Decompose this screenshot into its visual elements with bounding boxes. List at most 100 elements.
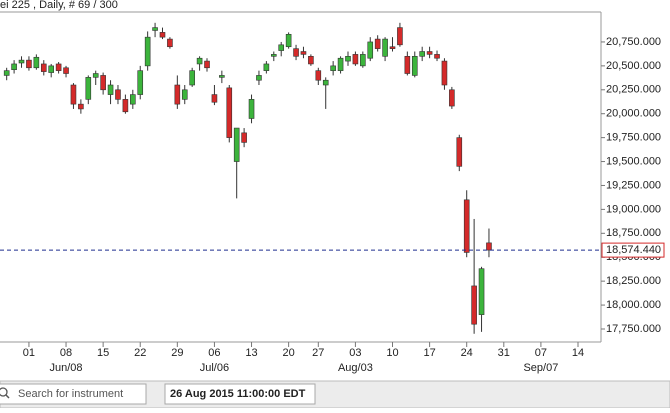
candle-body (211, 94, 218, 103)
month-label: Aug/03 (338, 362, 373, 374)
candle-body (367, 41, 374, 59)
y-tick-label: 20,500.000 (606, 60, 661, 72)
x-tick-label: 15 (97, 347, 109, 359)
x-tick-label: 13 (245, 347, 257, 359)
candle-body (486, 242, 492, 251)
y-tick-label: 19,250.000 (606, 179, 661, 191)
candle-body (263, 63, 270, 71)
y-tick-label: 17,750.000 (606, 323, 661, 335)
candle-body (18, 59, 25, 64)
candle-body (308, 55, 314, 65)
candle-body (322, 79, 329, 86)
candle-body (434, 54, 440, 59)
candle-body (196, 57, 203, 65)
timestamp: 26 Aug 2015 11:00:00 EDT (170, 388, 306, 400)
candle-body (233, 127, 240, 162)
candle-body (278, 44, 285, 51)
x-tick-label: 20 (283, 347, 295, 359)
candle-body (404, 55, 411, 74)
candle-body (115, 89, 121, 100)
x-tick-label: 07 (535, 347, 547, 359)
candle-body (285, 33, 292, 48)
candle-body (419, 51, 425, 57)
search-box[interactable] (0, 383, 147, 405)
x-tick-label: 24 (461, 347, 473, 359)
candle-body (92, 73, 99, 78)
last-price-label: 18,574.440 (606, 244, 661, 256)
candle-body (70, 84, 77, 105)
x-tick-label: 17 (423, 347, 435, 359)
candle-body (478, 268, 485, 315)
candle-body (471, 285, 477, 325)
x-tick-label: 08 (60, 347, 72, 359)
candle-body (152, 27, 158, 31)
y-tick-label: 19,000.000 (606, 203, 661, 215)
candle-body (181, 89, 188, 100)
candle-body (449, 89, 455, 107)
candle-body (11, 63, 17, 70)
y-tick-label: 18,750.000 (606, 227, 661, 239)
candle-body (107, 84, 114, 95)
candle-body (63, 67, 69, 74)
candle-body (426, 51, 433, 55)
candle-body (48, 65, 54, 73)
x-tick-label: 01 (23, 347, 35, 359)
x-tick-label: 29 (171, 347, 183, 359)
candle-body (33, 56, 40, 69)
candle-body (374, 38, 381, 49)
search-icon-handle (5, 394, 10, 399)
candle-body (248, 99, 255, 119)
candle-body (174, 84, 181, 105)
y-tick-label: 18,250.000 (606, 275, 661, 287)
candle-body (241, 132, 247, 143)
x-tick-label: 03 (349, 347, 361, 359)
search-placeholder: Search for instrument (18, 388, 123, 400)
candle-body (130, 94, 136, 105)
candle-body (3, 70, 10, 76)
candle-body (40, 63, 47, 72)
x-tick-label: 06 (208, 347, 220, 359)
x-tick-label: 31 (498, 347, 510, 359)
month-label: Jul/06 (200, 362, 229, 374)
candle-body (26, 59, 32, 69)
candle-body (382, 38, 388, 57)
candle-body (352, 54, 359, 65)
candle-body (315, 70, 322, 81)
last-price-box (601, 242, 665, 258)
candle-body (189, 70, 195, 86)
timestamp-box (164, 383, 316, 405)
x-tick-label: 22 (134, 347, 146, 359)
candle-body (293, 48, 299, 57)
candle-body (100, 75, 106, 91)
x-tick-label: 10 (386, 347, 398, 359)
y-tick-label: 19,500.000 (606, 155, 661, 167)
candle-body (389, 46, 396, 49)
y-tick-label: 20,250.000 (606, 84, 661, 96)
candle-body (226, 87, 233, 138)
footer: Search for instrument 26 Aug 2015 11:00:… (0, 380, 670, 409)
month-label: Jun/08 (50, 362, 83, 374)
candle-body (144, 36, 151, 67)
candle-body (256, 75, 262, 81)
candle-body (85, 77, 92, 100)
x-tick-label: 14 (572, 347, 584, 359)
y-tick-label: 20,000.000 (606, 108, 661, 120)
candle-body (456, 137, 463, 167)
candle-body (122, 99, 129, 113)
y-tick-label: 18,000.000 (606, 299, 661, 311)
candle-body (397, 27, 403, 46)
candle-body (137, 70, 144, 95)
candle-body (270, 54, 277, 57)
candle-body (219, 75, 225, 78)
month-label: Sep/07 (523, 362, 558, 374)
candle-body (345, 55, 351, 62)
candle-body (159, 32, 166, 38)
candle-body (337, 57, 344, 71)
candle-body (330, 65, 336, 71)
candle-body (360, 54, 366, 67)
search-icon (0, 387, 8, 397)
candle-body (204, 60, 210, 69)
candle-body (78, 103, 84, 110)
candle-body (55, 63, 62, 71)
